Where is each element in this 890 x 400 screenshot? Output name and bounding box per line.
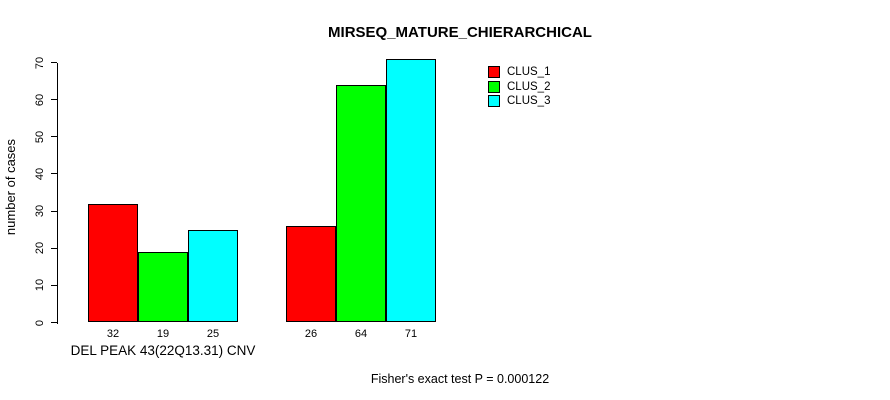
y-tick-label: 50 <box>34 130 46 143</box>
bar-value-label: 64 <box>354 328 368 340</box>
bar-value-label: 32 <box>106 328 120 340</box>
bar-clus_3-group1 <box>188 229 238 323</box>
y-tick <box>51 284 57 286</box>
y-tick <box>51 136 57 138</box>
legend-item-clus-2: CLUS_2 <box>488 80 551 93</box>
bar-value-label: 71 <box>404 328 418 340</box>
y-axis-title: number of cases <box>3 138 18 236</box>
y-tick <box>51 99 57 101</box>
bar-value-label: 25 <box>206 328 220 340</box>
y-tick <box>51 322 57 323</box>
y-tick <box>51 210 57 212</box>
bar-clus_1-group2 <box>286 225 336 323</box>
legend-swatch-clus-3 <box>488 95 500 107</box>
legend-swatch-clus-2 <box>488 80 500 93</box>
legend-swatch-clus-1 <box>488 66 500 78</box>
y-tick-label: 0 <box>34 319 46 326</box>
y-tick-label: 40 <box>34 167 46 181</box>
y-tick <box>51 62 57 63</box>
legend: CLUS_1 CLUS_2 CLUS_3 <box>488 66 550 110</box>
bar-clus_2-group1 <box>138 251 188 323</box>
y-tick-label: 30 <box>34 204 46 218</box>
y-tick-label: 60 <box>34 93 46 106</box>
legend-label: CLUS_1 <box>507 66 551 78</box>
bar-clus_2-group2 <box>336 84 386 323</box>
bar-clus_3-group2 <box>386 58 436 323</box>
legend-item-clus-3: CLUS_3 <box>488 95 550 107</box>
fisher-test-annotation: Fisher's exact test P = 0.000122 <box>370 372 550 386</box>
legend-item-clus-1: CLUS_1 <box>488 66 550 78</box>
y-tick-label: 20 <box>34 242 46 255</box>
x-axis-label: DEL PEAK 43(22Q13.31) CNV <box>70 343 256 358</box>
legend-label: CLUS_2 <box>507 80 551 93</box>
chart-title: MIRSEQ_MATURE_CHIERARCHICAL <box>328 24 592 41</box>
y-tick <box>51 173 57 175</box>
bar-clus_1-group1 <box>88 203 138 323</box>
y-tick-label: 10 <box>34 279 46 292</box>
bar-value-label: 26 <box>304 328 318 340</box>
y-axis-line <box>57 62 58 324</box>
y-tick <box>51 247 57 249</box>
bar-value-label: 19 <box>156 328 170 340</box>
y-tick-label: 70 <box>34 56 46 69</box>
legend-label: CLUS_3 <box>507 95 551 107</box>
